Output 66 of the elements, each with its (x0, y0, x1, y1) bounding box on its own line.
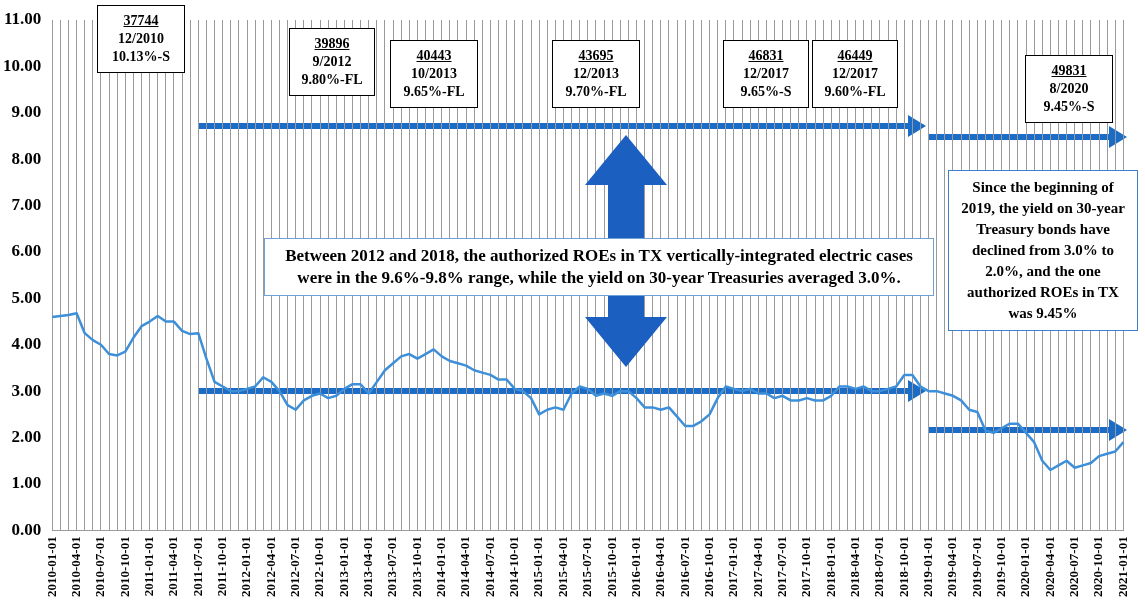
x-tick-label: 2018-10-01 (895, 536, 911, 598)
x-tick-label: 2011-07-01 (189, 536, 205, 597)
x-tick-label: 2020-07-01 (1066, 536, 1082, 598)
y-tick-label: 4.00 (11, 334, 42, 354)
annotation: 46449 12/2017 9.60%-FL (823, 47, 887, 101)
y-tick-label: 3.00 (11, 380, 42, 400)
y-tick-label: 8.00 (11, 148, 42, 168)
y-tick-label: 11.00 (3, 9, 42, 29)
x-tick-label: 2016-10-01 (700, 536, 716, 598)
x-tick-label: 2016-04-01 (652, 536, 668, 598)
x-tick-label: 2014-01-01 (433, 536, 449, 598)
x-tick-label: 2013-10-01 (408, 536, 424, 598)
x-tick-label: 2017-04-01 (749, 536, 765, 598)
x-tick-label: 2013-04-01 (360, 536, 376, 598)
x-tick-label: 2018-04-01 (846, 536, 862, 598)
annotation: 37744 12/2010 10.13%-S (111, 12, 171, 66)
annotation: 43695 12/2013 9.70%-FL (564, 47, 628, 101)
x-tick-label: 2013-01-01 (335, 536, 351, 598)
x-tick-label: 2010-01-01 (43, 536, 59, 598)
annotation: 46831 12/2017 9.65%-S (739, 47, 793, 101)
y-tick-label: 7.00 (11, 194, 42, 214)
x-tick-label: 2012-10-01 (311, 536, 327, 598)
x-tick-label: 2019-04-01 (944, 536, 960, 598)
x-tick-label: 2020-10-01 (1090, 536, 1106, 598)
y-tick-label: 1.00 (11, 473, 42, 493)
x-tick-label: 2018-01-01 (822, 536, 838, 598)
x-tick-label: 2011-10-01 (214, 536, 230, 597)
annotation: 40443 10/2013 9.65%-FL (402, 47, 466, 101)
y-tick-label: 10.00 (3, 55, 42, 75)
x-tick-label: 2015-10-01 (603, 536, 619, 598)
x-tick-label: 2012-01-01 (238, 536, 254, 598)
y-tick-label: 6.00 (11, 241, 42, 261)
y-tick-label: 2.00 (11, 426, 42, 446)
x-tick-label: 2014-10-01 (506, 536, 522, 598)
x-tick-label: 2015-01-01 (530, 536, 546, 598)
x-tick-label: 2016-01-01 (627, 536, 643, 598)
x-tick-label: 2017-10-01 (798, 536, 814, 598)
x-tick-label: 2017-01-01 (725, 536, 741, 598)
x-tick-label: 2014-04-01 (457, 536, 473, 598)
annotation: 49831 8/2020 9.45%-S (1042, 62, 1096, 116)
x-tick-label: 2012-07-01 (287, 536, 303, 598)
x-tick-label: 2010-10-01 (116, 536, 132, 598)
y-tick-label: 0.00 (11, 519, 42, 539)
x-tick-label: 2021-01-01 (1114, 536, 1130, 598)
x-tick-label: 2015-07-01 (579, 536, 595, 598)
x-tick-label: 2011-01-01 (140, 536, 156, 597)
x-tick-label: 2010-04-01 (67, 536, 83, 598)
x-tick-label: 2011-04-01 (165, 536, 181, 597)
annotation: 39896 9/2012 9.80%-FL (300, 35, 364, 89)
y-tick-label: 9.00 (11, 102, 42, 122)
x-tick-label: 2019-07-01 (968, 536, 984, 598)
annotation: Since the beginning of 2019, the yield on 30-year Treasury bonds have declined from 3.0% to 2.0%, and the one authorized ROEs in TX was 9.45% (960, 178, 1126, 323)
x-tick-label: 2013-07-01 (384, 536, 400, 598)
x-tick-label: 2018-07-01 (871, 536, 887, 598)
x-tick-label: 2019-01-01 (920, 536, 935, 598)
annotation: Between 2012 and 2018, the authorized ROEs in TX vertically-integrated electric cases were in the 9.6%-9.8% range, while the yield on 30-year Treasuries averaged 3.0%. (284, 245, 914, 289)
x-tick-label: 2017-07-01 (773, 536, 789, 598)
x-tick-label: 2020-04-01 (1041, 536, 1057, 598)
x-tick-label: 2012-04-01 (262, 536, 278, 598)
x-tick-label: 2019-10-01 (993, 536, 1009, 598)
y-tick-label: 5.00 (11, 287, 42, 307)
x-tick-label: 2010-07-01 (92, 536, 108, 598)
x-tick-label: 2016-07-01 (676, 536, 692, 598)
x-tick-label: 2015-04-01 (554, 536, 570, 598)
x-tick-label: 2020-01-01 (1017, 536, 1033, 598)
x-tick-label: 2014-07-01 (481, 536, 497, 598)
